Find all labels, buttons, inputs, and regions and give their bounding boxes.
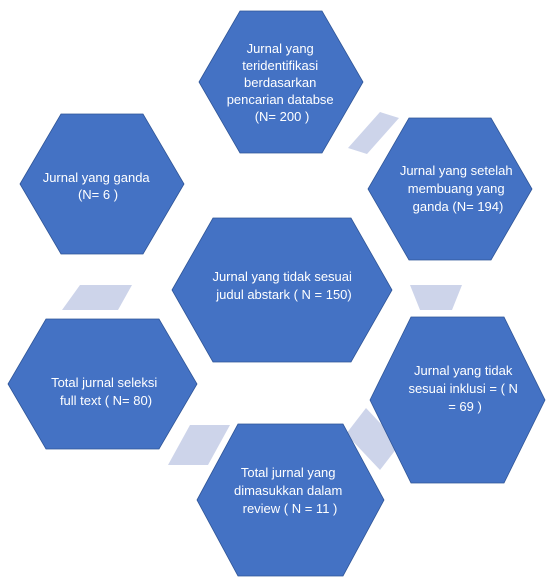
hexagon-center	[171, 217, 393, 363]
hexagon-bottom-label: Total jurnal yang dimasukkan dalam revie…	[234, 465, 346, 516]
connector-bottom-left-to-top-left	[62, 285, 132, 310]
hexagon-top-label: Jurnal yang teridentifikasi berdasarkan …	[227, 41, 338, 124]
hexagon-bottom-right-node: Jurnal yang tidak sesuai inklusi = ( N =…	[369, 316, 546, 484]
hexagon-center-label: Jurnal yang tidak sesuai judul abstark (…	[212, 269, 355, 302]
hexagon-top-left-node: Jurnal yang ganda (N= 6 )	[19, 113, 185, 255]
connector-top-to-top-right	[348, 112, 399, 154]
hexagon-top-node: Jurnal yang teridentifikasi berdasarkan …	[198, 10, 364, 154]
connector-bottom-to-bottom-left	[168, 425, 230, 465]
hexagon-top-left	[19, 113, 185, 255]
hexagon-bottom-left	[7, 318, 198, 450]
hexagon-top-right	[367, 117, 533, 261]
hexagon-top-right-node: Jurnal yang setelah membuang yang ganda …	[367, 117, 533, 261]
connectors	[62, 112, 462, 470]
hexagon-top	[198, 10, 364, 154]
hexagon-bottom-right-label: Jurnal yang tidak sesuai inklusi = ( N =…	[408, 363, 521, 414]
hexagon-bottom-node: Total jurnal yang dimasukkan dalam revie…	[196, 423, 385, 577]
hexagon-top-left-label: Jurnal yang ganda (N= 6 )	[43, 170, 154, 202]
connector-bottom-right-to-bottom	[346, 408, 400, 470]
hexagon-bottom-left-label: Total jurnal seleksi full text ( N= 80)	[51, 375, 161, 408]
connector-top-right-to-bottom-right	[410, 285, 462, 310]
hexagon-center-node: Jurnal yang tidak sesuai judul abstark (…	[171, 217, 393, 363]
hexagon-top-right-label: Jurnal yang setelah membuang yang ganda …	[400, 163, 516, 214]
hexagon-bottom-left-node: Total jurnal seleksi full text ( N= 80)	[7, 318, 198, 450]
hexagon-bottom-right	[369, 316, 546, 484]
hexagon-bottom	[196, 423, 385, 577]
